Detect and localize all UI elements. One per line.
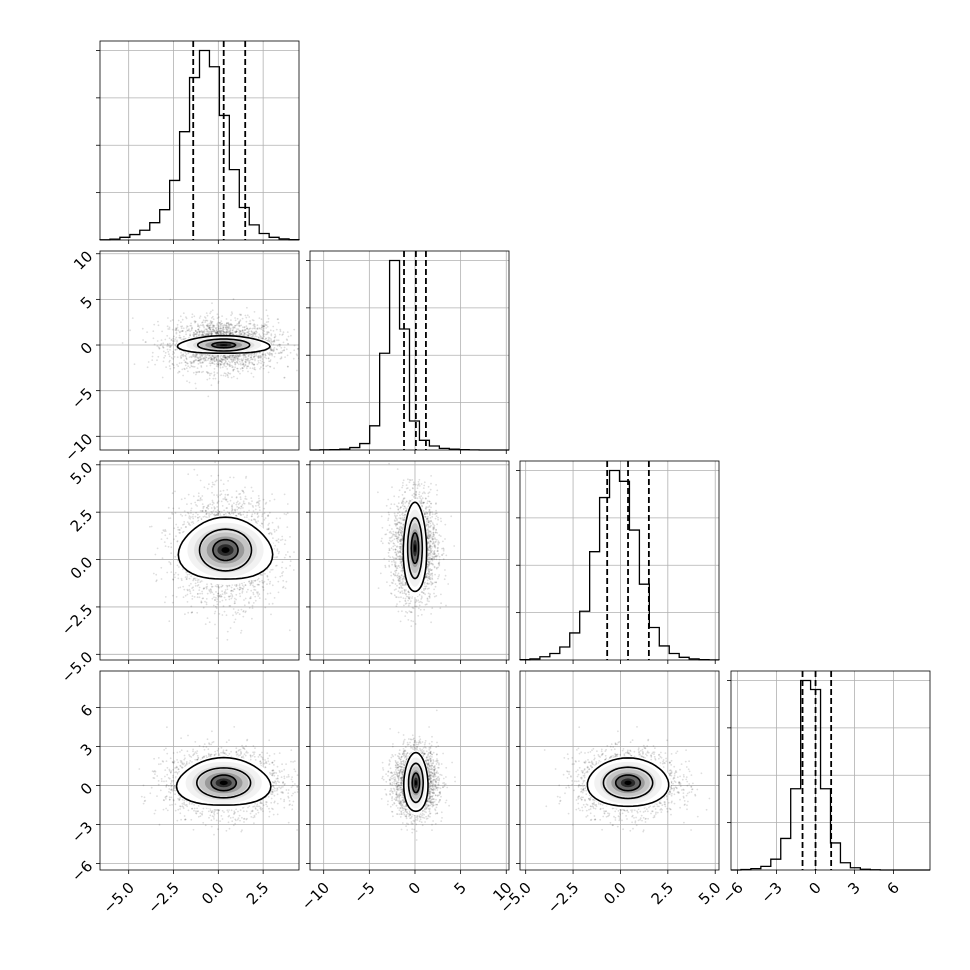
scatter-panel-1-3-frame: [309, 670, 510, 871]
scatter-panel-1-2: [306, 460, 510, 664]
scatter-panel-0-1-ylabel-0: −10: [61, 430, 96, 465]
scatter-panel-0-3-frame: [99, 670, 300, 871]
scatter-panel-2-3-density-7: [624, 780, 632, 786]
scatter-panel-2-3-xlabel-4: 5.0: [695, 879, 725, 909]
scatter-panel-1-3-contour-0: [403, 751, 429, 813]
scatter-panel-0-2-ylabel-3: 2.5: [67, 506, 97, 536]
scatter-panel-0-1-contour-0: [176, 334, 271, 354]
scatter-panel-0-3-contour-1: [195, 767, 252, 799]
scatter-panel-1-2-content: [377, 461, 456, 628]
scatter-panel-0-3-ylabel-3: 3: [77, 740, 96, 759]
scatter-panel-0-3: −6 −3 0 3 6 −5.0 −2.5 0.0 2.5: [68, 670, 300, 917]
scatter-panel-2-3: −5.0 −2.5 0.0 2.5 5.0: [497, 670, 725, 917]
hist-panel-3-xlabel-4: 6: [883, 879, 902, 898]
scatter-panel-0-3-contour-0: [175, 756, 272, 806]
scatter-panel-1-3-xlabel-1: −5: [350, 879, 378, 907]
hist-panel-3: −6 −3 0 3 6: [718, 670, 931, 907]
scatter-panel-0-2-contour-2: [212, 538, 239, 562]
scatter-panel-0-3-ylabel-1: −3: [68, 818, 96, 846]
scatter-panel-0-1-ylabel-4: 10: [70, 247, 96, 273]
scatter-panel-1-2-contour-2: [410, 532, 420, 565]
scatter-panel-0-2-contour-1: [198, 528, 253, 572]
hist-panel-0: [96, 40, 300, 244]
hist-panel-2: [516, 460, 720, 664]
scatter-panel-0-3-xlabel-0: −5.0: [100, 879, 138, 917]
scatter-panel-1-3-contour-2: [411, 772, 421, 794]
scatter-panel-0-3-density-7: [219, 780, 228, 786]
scatter-panel-0-1-ylabel-1: −5: [68, 384, 96, 412]
scatter-panel-0-1-ylabel-2: 0: [77, 339, 96, 358]
scatter-panel-0-2: −5.0−2.50.02.55.0: [58, 458, 300, 686]
scatter-panel-2-3-xlabel-1: −2.5: [544, 879, 582, 917]
scatter-panel-0-1: −10 −5 0 5 10: [61, 247, 300, 465]
hist-panel-1: [306, 250, 510, 454]
hist-panel-3-xlabel-2: 0: [805, 879, 824, 898]
scatter-panel-1-3-xlabel-3: 5: [450, 879, 469, 898]
scatter-panel-0-1-contour-1: [196, 338, 251, 352]
hist-panel-1-histogram: [310, 259, 509, 451]
scatter-panel-0-3-ylabel-4: 6: [77, 701, 96, 720]
scatter-panel-0-2-ylabel-2: 0.0: [67, 553, 97, 583]
scatter-panel-1-2-density-7: [413, 544, 417, 553]
scatter-panel-0-3-ylabel-0: −6: [68, 857, 96, 885]
scatter-panel-0-1-density-7: [219, 344, 228, 346]
scatter-panel-1-3-xlabel-2: 0: [405, 879, 424, 898]
scatter-panel-2-3-contour-2: [614, 774, 642, 792]
hist-panel-0-frame: [99, 40, 300, 241]
scatter-panel-1-2-contour-1: [406, 517, 424, 580]
scatter-panel-0-1-contour-2: [211, 341, 237, 349]
scatter-panel-2-3-contour-0: [586, 757, 670, 808]
scatter-panel-0-3-xlabel-2: 0.0: [198, 879, 228, 909]
scatter-panel-2-3-frame: [519, 670, 720, 871]
scatter-panel-0-1-ylabel-3: 5: [77, 293, 96, 312]
scatter-panel-0-2-content: [149, 461, 295, 641]
scatter-panel-0-2-ylabel-1: −2.5: [58, 601, 96, 639]
scatter-panel-1-3: −10 −5 0 5 10: [298, 670, 516, 914]
scatter-panel-2-3-contour-1: [602, 766, 654, 800]
hist-panel-2-histogram: [519, 469, 720, 661]
hist-panel-0-histogram: [99, 49, 300, 241]
scatter-panel-0-2-ylabel-0: −5.0: [58, 648, 96, 686]
hist-panel-3-frame: [730, 670, 931, 871]
scatter-panel-1-2-frame: [309, 460, 510, 661]
scatter-panel-1-3-xlabel-0: −10: [298, 879, 333, 914]
scatter-panel-0-3-content: [138, 726, 299, 836]
scatter-panel-0-2-contour-0: [177, 516, 274, 580]
scatter-panel-0-3-ylabel-2: 0: [77, 779, 96, 798]
hist-panel-2-frame: [519, 460, 720, 661]
hist-panel-3-xlabel-3: 3: [844, 879, 863, 898]
scatter-panel-1-3-density-7: [414, 780, 417, 786]
scatter-panel-0-1-frame: [99, 250, 300, 451]
scatter-panel-1-3-content: [380, 709, 456, 841]
hist-panel-3-xlabel-1: −3: [757, 879, 785, 907]
scatter-panel-0-2-frame: [99, 460, 300, 661]
scatter-panel-1-3-contour-1: [407, 762, 425, 804]
scatter-panel-2-3-content: [543, 726, 711, 833]
scatter-panel-0-2-density-7: [221, 547, 230, 553]
scatter-panel-1-2-contour-0: [402, 501, 428, 593]
hist-panel-1-frame: [309, 250, 510, 451]
scatter-panel-0-3-xlabel-3: 2.5: [243, 879, 273, 909]
scatter-panel-0-3-xlabel-1: −2.5: [144, 879, 182, 917]
scatter-panel-0-1-content: [121, 298, 299, 398]
scatter-panel-2-3-xlabel-2: 0.0: [600, 879, 630, 909]
scatter-panel-2-3-xlabel-3: 2.5: [648, 879, 678, 909]
scatter-panel-0-3-contour-2: [210, 774, 238, 792]
